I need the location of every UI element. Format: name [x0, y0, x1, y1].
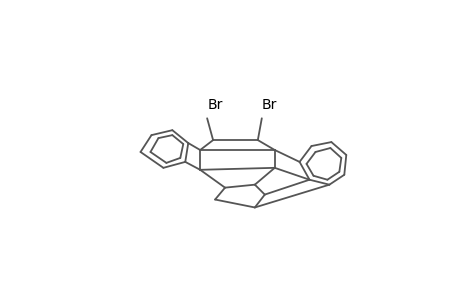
Text: Br: Br [261, 98, 277, 112]
Text: Br: Br [207, 98, 222, 112]
